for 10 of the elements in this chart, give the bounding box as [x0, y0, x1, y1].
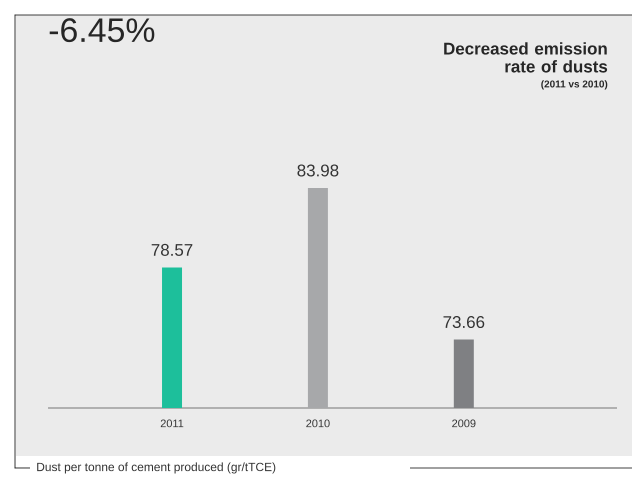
text: -6.45%	[50, 18, 154, 42]
chart-subtitle: (2011 vs 2010)	[541, 80, 608, 90]
chart-title: Decreased emission rate of dusts	[444, 42, 608, 73]
x-tick-label: 2010	[306, 420, 330, 428]
data-label: 78.57	[152, 244, 192, 256]
text: Dust per tonne of cement produced (gr/tTCE)	[37, 462, 276, 474]
x-tick-label: 2009	[452, 420, 476, 428]
data-label: 83.98	[297, 164, 338, 176]
data-label: 73.66	[443, 316, 484, 328]
x-tick-label: 2011	[160, 420, 184, 428]
